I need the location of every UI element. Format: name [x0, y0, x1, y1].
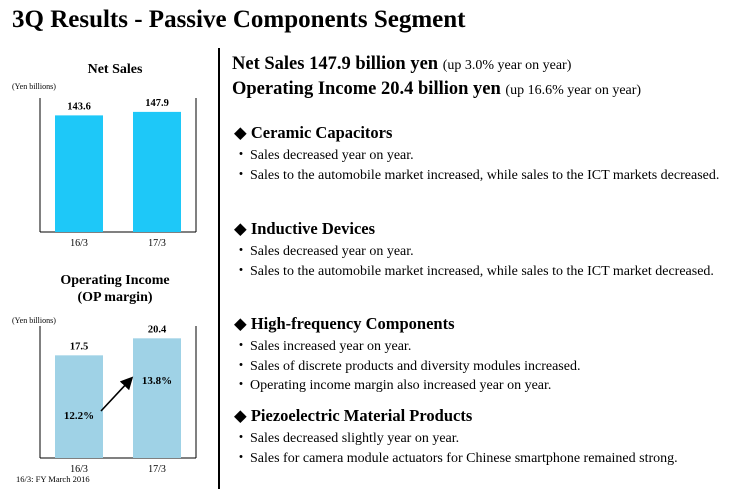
op-margin-label: 12.2%: [64, 410, 94, 422]
inductive-devices-bullets: Sales decreased year on year. Sales to t…: [234, 242, 734, 281]
net-sales-headline-sub: (up 3.0% year on year): [442, 58, 572, 73]
operating-income-value-label: 20.4: [148, 324, 167, 335]
vertical-divider: [218, 48, 220, 489]
piezoelectric-material-products-bullets: Sales decreased slightly year on year. S…: [234, 429, 734, 468]
operating-income-value-label: 17.5: [70, 341, 88, 352]
net-sales-bar-17-3: [133, 111, 181, 232]
net-sales-headline-main: Net Sales 147.9 billion yen: [232, 54, 439, 74]
bullet-item: Sales increased year on year.: [234, 337, 734, 357]
net-sales-tick-label: 17/3: [148, 238, 166, 249]
bullet-item: Sales decreased year on year.: [234, 242, 734, 262]
operating-income-chart: 17.5 16/3 20.4 17/3 12.2% 13.8%: [39, 324, 197, 475]
bullet-item: Operating income margin also increased y…: [234, 376, 734, 396]
operating-income-title: Operating Income: [60, 273, 170, 288]
net-sales-chart: 143.6 16/3 147.9 17/3: [39, 98, 197, 249]
operating-income-bar-16-3: [55, 355, 103, 458]
op-margin-subtitle: (OP margin): [77, 290, 153, 305]
footnote: 16/3: FY March 2016: [16, 474, 90, 484]
operating-income-tick-label: 17/3: [148, 464, 166, 475]
operating-income-chart-title: Operating Income (OP margin): [20, 272, 210, 306]
operating-income-unit-label: (Yen billions): [12, 316, 56, 325]
section-title-ceramic-capacitors: ◆ Ceramic Capacitors: [234, 123, 393, 142]
operating-income-bar-17-3: [133, 338, 181, 458]
section-title-high-frequency-components: ◆ High-frequency Components: [234, 314, 455, 333]
operating-income-headline: Operating Income 20.4 billion yen (up 16…: [232, 79, 641, 100]
operating-income-headline-sub: (up 16.6% year on year): [505, 83, 642, 98]
net-sales-bar-16-3: [55, 115, 103, 232]
net-sales-chart-title: Net Sales: [87, 62, 143, 77]
section-title-piezoelectric-material-products: ◆ Piezoelectric Material Products: [234, 406, 473, 425]
bullet-item: Sales for camera module actuators for Ch…: [234, 449, 734, 469]
operating-income-headline-main: Operating Income 20.4 billion yen: [232, 79, 501, 99]
bullet-item: Sales decreased year on year.: [234, 146, 734, 166]
page-title: 3Q Results - Passive Components Segment: [12, 6, 466, 33]
op-margin-arrow: [100, 376, 134, 412]
ceramic-capacitors-bullets: Sales decreased year on year. Sales to t…: [234, 146, 734, 185]
bullet-item: Sales decreased slightly year on year.: [234, 429, 734, 449]
net-sales-value-label: 143.6: [67, 101, 91, 112]
net-sales-value-label: 147.9: [145, 98, 169, 109]
net-sales-headline: Net Sales 147.9 billion yen (up 3.0% yea…: [232, 54, 571, 75]
bullet-item: Sales of discrete products and diversity…: [234, 357, 734, 377]
net-sales-unit-label: (Yen billions): [12, 82, 56, 91]
bullet-item: Sales to the automobile market increased…: [234, 262, 734, 282]
net-sales-tick-label: 16/3: [70, 238, 88, 249]
section-title-inductive-devices: ◆ Inductive Devices: [234, 219, 376, 238]
operating-income-tick-label: 16/3: [70, 464, 88, 475]
op-margin-label: 13.8%: [142, 375, 172, 387]
bullet-item: Sales to the automobile market increased…: [234, 166, 734, 186]
high-frequency-components-bullets: Sales increased year on year. Sales of d…: [234, 337, 734, 396]
